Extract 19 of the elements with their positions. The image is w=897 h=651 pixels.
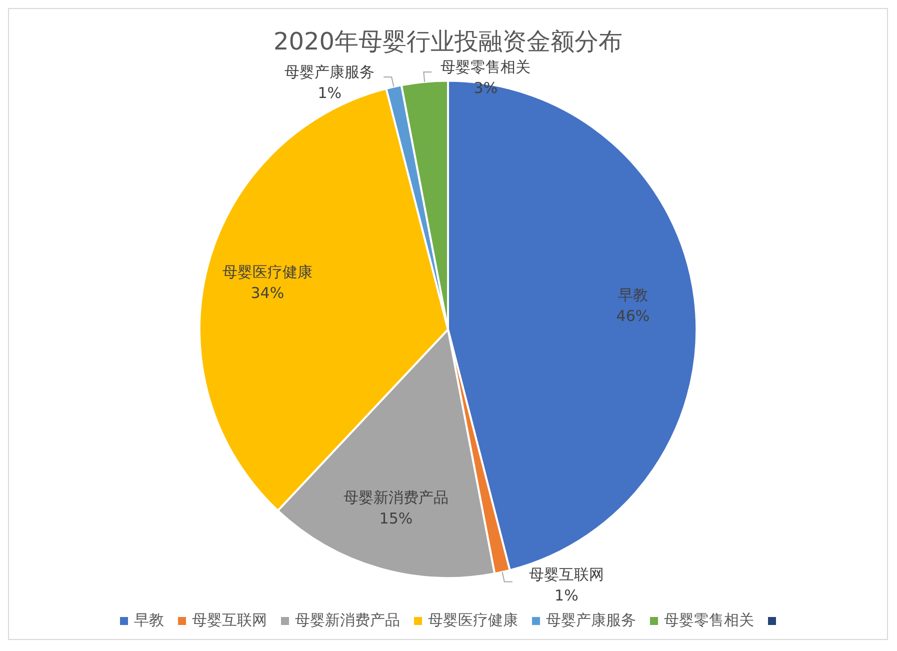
slice-label: 母婴互联网 [528, 566, 604, 584]
legend-label: 母婴零售相关 [664, 611, 754, 630]
data-label: 3% [474, 78, 498, 97]
legend-label: 母婴互联网 [192, 611, 267, 630]
legend-label: 母婴新消费产品 [295, 611, 400, 630]
legend-label: 母婴产康服务 [546, 611, 636, 630]
legend-label: 早教 [134, 611, 164, 630]
chart-title: 2020年母婴行业投融资金额分布 [273, 28, 623, 56]
data-label: 34% [250, 284, 284, 302]
data-label: 1% [554, 586, 578, 605]
legend-label: 母婴医疗健康 [428, 611, 518, 630]
slice-label: 早教 [618, 286, 648, 304]
slice-label: 母婴医疗健康 [222, 262, 312, 281]
slice-label: 母婴产康服务 [284, 62, 375, 81]
data-label: 46% [616, 306, 650, 325]
data-label: 15% [379, 509, 413, 528]
slice-label: 母婴零售相关 [440, 58, 531, 76]
data-label: 1% [318, 84, 342, 102]
slice-label: 母婴新消费产品 [343, 488, 448, 506]
